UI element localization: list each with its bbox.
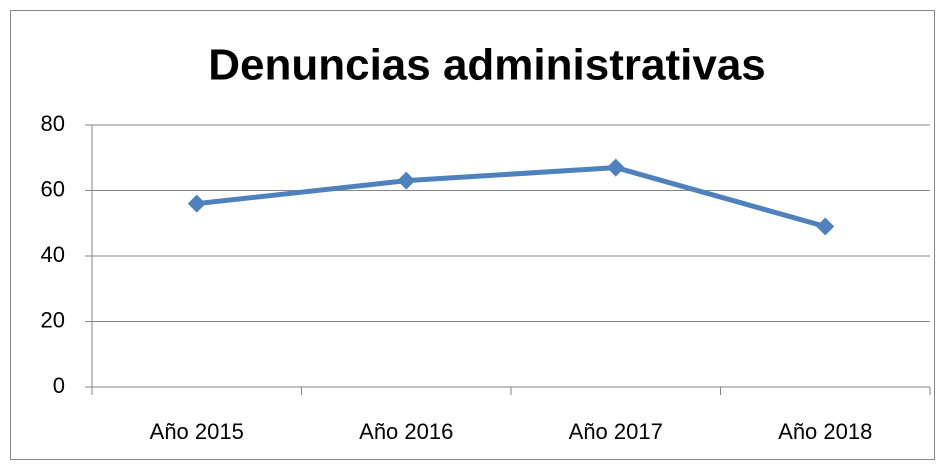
x-tick-label: Año 2015: [150, 419, 244, 444]
marker: [816, 217, 835, 236]
x-tick-label: Año 2017: [569, 419, 663, 444]
x-tick-label: Año 2018: [778, 419, 872, 444]
y-tick-label: 0: [53, 373, 65, 398]
line-series: [196, 165, 826, 229]
chart-frame: [10, 10, 935, 460]
marker: [187, 194, 206, 213]
chart-title: Denuncias administrativas: [208, 41, 766, 90]
y-tick-label: 60: [41, 176, 65, 201]
marker: [397, 171, 416, 190]
y-tick-label: 20: [41, 307, 65, 332]
marker: [606, 158, 625, 177]
x-tick-label: Año 2016: [359, 419, 453, 444]
y-tick-label: 40: [41, 242, 65, 267]
y-tick-label: 80: [41, 111, 65, 136]
